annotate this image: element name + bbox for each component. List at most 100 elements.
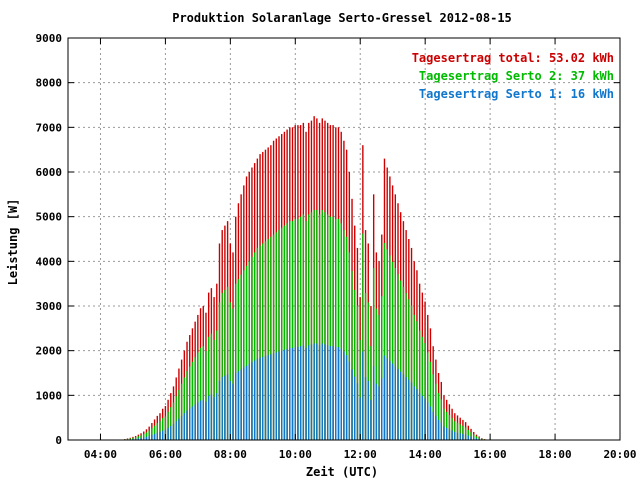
bar-serto2	[364, 293, 367, 440]
bar-serto2	[205, 350, 207, 440]
bar-serto1	[364, 377, 367, 440]
bar-serto1	[224, 375, 226, 440]
bar-serto2	[462, 425, 464, 440]
bar-serto1	[470, 436, 472, 440]
bar-serto2	[221, 293, 223, 440]
bar-serto2	[421, 336, 424, 440]
bar-serto2	[345, 236, 348, 440]
bar-serto1	[186, 410, 188, 440]
bar-serto1	[245, 365, 248, 440]
bar-serto2	[178, 389, 180, 440]
x-tick-label: 06:00	[149, 448, 182, 461]
bar-serto2	[402, 286, 405, 440]
bar-serto1	[243, 367, 245, 440]
bar-serto1	[370, 399, 372, 440]
bar-serto2	[381, 296, 383, 440]
bar-serto1	[318, 345, 321, 440]
x-tick-label: 04:00	[84, 448, 117, 461]
bar-serto2	[232, 308, 234, 440]
bar-serto1	[435, 415, 437, 440]
bar-serto1	[475, 438, 478, 440]
bar-serto2	[202, 346, 204, 440]
bar-serto1	[161, 430, 164, 440]
bar-serto1	[378, 386, 380, 440]
bar-serto2	[416, 321, 418, 440]
bar-serto1	[178, 418, 180, 440]
y-tick-label: 2000	[36, 345, 63, 358]
bar-serto1	[356, 383, 359, 440]
bar-serto2	[278, 230, 280, 440]
x-tick-label: 16:00	[474, 448, 507, 461]
bar-serto1	[270, 354, 272, 440]
bar-serto2	[337, 218, 340, 440]
y-tick-label: 7000	[36, 121, 63, 134]
bar-serto1	[183, 413, 186, 440]
bar-serto2	[297, 218, 299, 440]
bar-serto1	[375, 383, 378, 440]
bar-serto1	[153, 433, 156, 440]
bar-serto2	[294, 218, 296, 440]
bar-serto1	[367, 381, 369, 440]
bar-serto1	[473, 437, 475, 440]
bar-serto1	[159, 431, 161, 440]
bar-serto2	[443, 408, 445, 440]
bar-serto2	[218, 302, 221, 440]
bar-serto2	[427, 352, 429, 440]
bar-serto2	[281, 227, 283, 440]
bar-serto1	[310, 344, 313, 440]
bar-serto2	[356, 305, 359, 440]
x-tick-label: 20:00	[603, 448, 636, 461]
bar-serto1	[302, 345, 305, 440]
x-tick-label: 08:00	[214, 448, 247, 461]
bar-serto2	[354, 289, 356, 440]
bar-serto1	[464, 434, 467, 440]
bar-serto2	[226, 286, 229, 440]
bar-serto2	[224, 289, 226, 440]
bar-serto1	[299, 346, 302, 440]
bar-serto2	[145, 432, 148, 440]
bar-serto1	[418, 393, 421, 440]
bar-serto2	[299, 216, 302, 440]
y-tick-label: 0	[55, 434, 62, 447]
bar-serto1	[459, 433, 461, 440]
bar-serto2	[321, 209, 323, 440]
y-tick-label: 9000	[36, 32, 63, 45]
bar-serto1	[232, 383, 234, 440]
bar-serto2	[272, 234, 275, 440]
bar-serto1	[210, 394, 213, 440]
bar-serto1	[281, 350, 283, 440]
bar-serto2	[332, 216, 334, 440]
bar-serto1	[308, 345, 310, 440]
bar-serto1	[275, 352, 277, 440]
bar-serto2	[156, 423, 158, 440]
bar-serto2	[473, 434, 475, 440]
bar-serto1	[335, 347, 337, 440]
y-tick-label: 1000	[36, 389, 63, 402]
bar-serto2	[400, 280, 402, 440]
bar-serto1	[151, 434, 153, 440]
bar-serto2	[310, 212, 313, 440]
bar-serto2	[481, 438, 483, 440]
bar-serto2	[161, 418, 164, 440]
bar-serto2	[413, 314, 415, 440]
x-tick-label: 10:00	[279, 448, 312, 461]
bar-serto2	[199, 347, 202, 440]
bar-serto2	[391, 261, 394, 440]
bar-serto1	[391, 363, 394, 440]
bar-serto1	[381, 378, 383, 440]
plot-frame	[67, 37, 621, 441]
bar-serto1	[337, 347, 340, 440]
bar-serto1	[454, 431, 456, 440]
bar-serto1	[402, 374, 405, 440]
bar-serto2	[397, 274, 399, 440]
bar-serto1	[251, 362, 253, 440]
bar-serto1	[400, 371, 402, 440]
x-tick-labels: 04:00 06:00 08:00 10:00 12:00 14:00 16:00 18:00…	[84, 448, 637, 461]
bar-serto2	[253, 252, 256, 440]
bar-serto2	[435, 383, 437, 440]
bar-serto1	[207, 395, 210, 440]
bar-serto2	[367, 302, 369, 440]
bar-serto1	[445, 427, 448, 440]
bar-serto1	[394, 366, 396, 440]
bar-serto2	[324, 212, 326, 440]
